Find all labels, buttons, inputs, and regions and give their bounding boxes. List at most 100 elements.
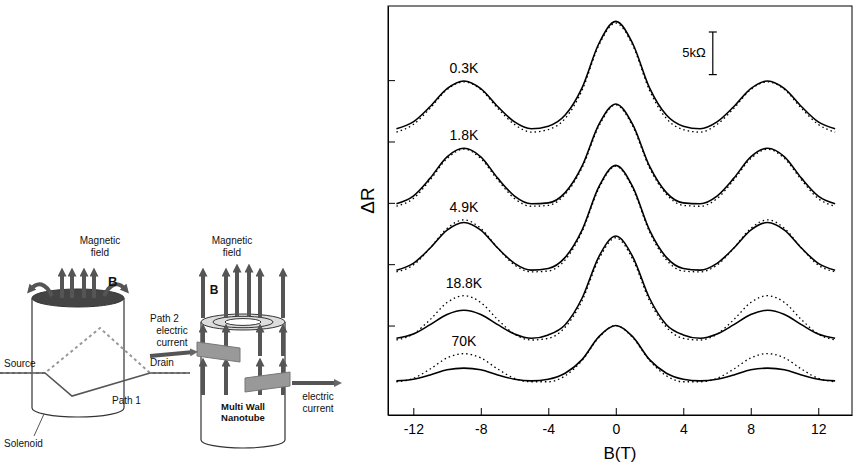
solenoid-body: [32, 298, 124, 417]
field-arrow: [258, 272, 262, 318]
diagram-label: current: [156, 337, 187, 348]
data-curve: [396, 165, 835, 270]
x-axis-line: [389, 415, 853, 416]
y-axis-line: [388, 7, 389, 416]
diagram-label: Drain: [150, 357, 174, 368]
solenoid-leader: [34, 414, 44, 436]
x-tick-mark: [413, 408, 414, 415]
field-arrow: [281, 272, 285, 318]
x-tick: -4: [543, 408, 556, 437]
diagram-label: field: [223, 247, 241, 258]
y-tick-mark: [388, 141, 395, 142]
solenoid-diagram: MagneticfieldBPath 2SourceDrainPath 1Sol…: [0, 235, 190, 449]
lines: [396, 21, 835, 381]
x-tick: 8: [747, 408, 755, 437]
plot-frame: [388, 6, 852, 415]
field-arrow: [201, 272, 205, 318]
curve-label: 0.3K: [450, 60, 479, 76]
diagram-label: Solenoid: [4, 438, 43, 449]
diagram-label: electric: [156, 325, 188, 336]
diagram-label: B: [210, 283, 219, 297]
y-axis: [388, 7, 395, 416]
curve-label: 70K: [451, 333, 477, 349]
diagram-label: Path 2: [150, 313, 179, 324]
x-tick-label: -4: [543, 421, 556, 437]
field-arrow: [70, 272, 74, 298]
curve-label: 18.8K: [446, 275, 483, 291]
curve-labels: 0.3K 1.8K 4.9K 18.8K 70K: [446, 60, 483, 349]
chart: -12 -8 -4 0 4 8 12 0.3K 1.8K 4.9K 18.8K 70K 5kΩ B(T) Δ…: [357, 6, 853, 463]
field-arrow: [92, 272, 96, 298]
path-1: [0, 373, 190, 396]
diagram-label: Magnetic: [212, 235, 253, 246]
x-tick-mark: [616, 408, 617, 415]
x-tick: 0: [612, 408, 620, 437]
x-tick-label: 0: [612, 421, 620, 437]
data-curve: [396, 104, 835, 204]
curve-label: 4.9K: [450, 199, 479, 215]
field-arrow: [60, 272, 64, 298]
fit-curve: [396, 166, 835, 272]
diagram-label: Nanotube: [221, 412, 265, 423]
field-arrow: [224, 362, 228, 395]
diagram-label: Multi Wall: [221, 401, 265, 412]
y-axis-title: ΔR: [357, 187, 378, 213]
nanotube-wall: [225, 319, 261, 326]
field-arrow: [292, 381, 338, 385]
diagram-label: current: [302, 403, 333, 414]
figure: MagneticfieldBPath 2SourceDrainPath 1Sol…: [0, 0, 861, 467]
y-tick: [388, 326, 395, 327]
y-tick-mark: [388, 80, 395, 81]
nanotube-diagram: MagneticfieldBelectriccurrentelectriccur…: [150, 235, 338, 448]
data-curve: [396, 21, 835, 128]
field-arrow: [281, 328, 285, 356]
x-tick: -12: [404, 408, 424, 437]
field-arrow: [82, 272, 86, 298]
field-arrow: [201, 362, 205, 395]
field-arrow: [258, 328, 262, 356]
nanotube-wall: [201, 314, 285, 330]
x-tick-mark: [548, 408, 549, 415]
diagram-label: Magnetic: [80, 235, 121, 246]
data-curve: [396, 326, 835, 381]
x-tick: 4: [680, 408, 688, 437]
x-tick-label: -12: [404, 421, 424, 437]
x-tick-mark: [751, 408, 752, 415]
y-tick: [388, 80, 395, 81]
field-arrow: [224, 272, 228, 318]
scale-bar-cap: [709, 74, 717, 75]
x-tick-label: 8: [747, 421, 755, 437]
diagram-label: electric: [302, 391, 334, 402]
x-tick: -8: [475, 408, 488, 437]
diagram-label: Source: [4, 358, 36, 369]
y-tick: [388, 264, 395, 265]
x-tick-mark: [481, 408, 482, 415]
field-arrow: [150, 352, 194, 356]
fit-curve: [396, 23, 835, 132]
x-tick-label: -8: [475, 421, 488, 437]
field-arrow: [235, 268, 239, 316]
x-tick-label: 4: [680, 421, 688, 437]
fit-curve: [396, 238, 835, 340]
x-tick-mark: [818, 408, 819, 415]
field-arrow: [247, 268, 251, 316]
scale-bar: 5kΩ: [682, 32, 716, 75]
electrode: [245, 372, 290, 392]
y-tick: [388, 203, 395, 204]
x-tick-mark: [683, 408, 684, 415]
x-axis-title: B(T): [603, 444, 636, 463]
x-tick: 12: [811, 408, 827, 437]
scale-bar-line: [712, 32, 713, 75]
scale-bar-label: 5kΩ: [682, 45, 706, 60]
y-tick-mark: [388, 326, 395, 327]
y-tick-mark: [388, 203, 395, 204]
field-arrow: [30, 284, 52, 296]
curve-label: 1.8K: [450, 127, 479, 143]
nanotube-wall: [213, 316, 273, 327]
scale-bar-cap: [709, 31, 717, 32]
diagram-label: B: [108, 274, 117, 289]
x-tick-label: 12: [811, 421, 827, 437]
data-curve: [396, 236, 835, 338]
fit-curve: [396, 105, 835, 206]
y-tick: [388, 141, 395, 142]
